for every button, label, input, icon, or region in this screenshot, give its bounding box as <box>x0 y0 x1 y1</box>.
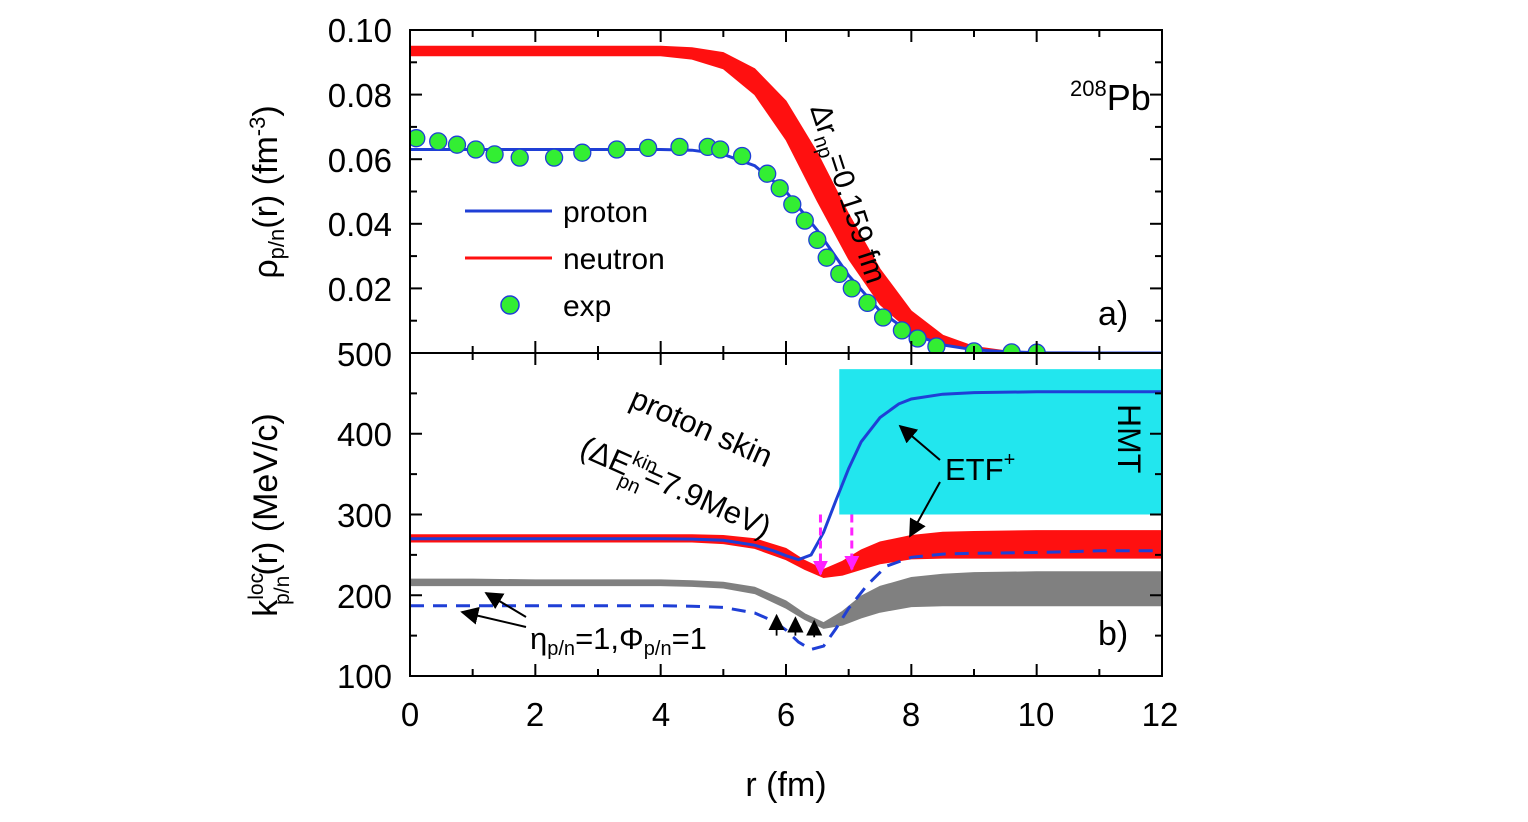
nucleus-symbol: Pb <box>1107 77 1151 118</box>
eta-symbol: η <box>530 621 547 656</box>
phi-sub: p/n <box>644 638 672 660</box>
xtick-label: 4 <box>652 696 670 733</box>
legend-neutron-label: neutron <box>563 243 665 276</box>
exp-data-point <box>510 148 529 167</box>
neutron-density-band <box>410 45 1162 353</box>
etf-sup: + <box>1004 449 1016 471</box>
panel-b-ytick-label: 400 <box>337 416 392 453</box>
hmt-label: HMT <box>1111 404 1147 473</box>
panel-b-plot-area <box>410 369 1162 652</box>
exp-data-point <box>447 135 467 154</box>
exp-data-point <box>466 140 485 159</box>
xtick-label: 8 <box>902 696 920 733</box>
panel-b-ticks <box>409 352 1163 677</box>
ylabel-rho-mid: (r) (fm <box>247 136 285 229</box>
exp-data-point <box>711 140 730 159</box>
panel-b-ytick-label: 300 <box>337 497 392 534</box>
eta-value: =1, <box>575 621 619 656</box>
exp-data-point <box>873 308 893 327</box>
ylabel-rho-sub: p/n <box>264 229 289 260</box>
exp-data-point <box>410 129 426 148</box>
ylabel-rho-sup: -3 <box>245 117 270 137</box>
exp-data-point <box>573 143 592 162</box>
unit-params-arrow-dashed <box>460 606 527 628</box>
panel-a-ylabel: ρp/n(r) (fm-3) <box>245 105 289 278</box>
xtick-label: 0 <box>401 696 419 733</box>
xtick-label: 2 <box>526 696 544 733</box>
panel-b-ytick-label: 200 <box>337 578 392 615</box>
ylabel-k-sup: loc <box>245 573 268 600</box>
exp-data-point <box>795 211 814 230</box>
legend-proton-label: proton <box>563 196 648 229</box>
panel-a-plot-area <box>410 45 1162 353</box>
ylabel-rho-end: ) <box>247 105 285 116</box>
panel-a-label: a) <box>1098 295 1128 333</box>
skin-energy-value: =7.9MeV) <box>639 458 777 545</box>
exp-data-point <box>429 132 448 151</box>
exp-data-point <box>908 329 927 348</box>
red-neutron-band <box>410 530 1162 579</box>
etf-arrow-proton <box>898 424 941 461</box>
exp-data-point <box>607 140 626 159</box>
panel-a-ytick-label: 500 <box>337 336 392 373</box>
exp-data-point <box>638 138 658 158</box>
etf-label: ETF+ <box>945 449 1015 487</box>
xtick-label: 10 <box>1018 696 1055 733</box>
panel-b-label: b) <box>1098 615 1128 653</box>
phi-value: =1 <box>672 621 707 656</box>
exp-data-point <box>892 321 912 340</box>
panel-a-ytick-label: 0.10 <box>328 12 392 49</box>
panel-a-ytick-label: 0.08 <box>328 77 392 114</box>
nucleus-label: 208Pb <box>1070 76 1151 118</box>
delta-r-symbol: Δr <box>803 100 844 139</box>
unit-params-arrow-gray <box>484 592 527 618</box>
exp-data-point <box>927 337 946 353</box>
ylabel-k: k <box>247 599 285 617</box>
ylabel-rho: ρ <box>247 259 285 278</box>
ylabel-k-sub: p/n <box>271 576 294 605</box>
exp-data-point <box>858 293 877 313</box>
xtick-label: 6 <box>777 696 795 733</box>
exp-data-point <box>842 279 861 298</box>
proton-density-line <box>410 148 1162 353</box>
gray-neutron-band <box>410 571 1162 629</box>
exp-data-point <box>808 230 827 250</box>
exp-data-point <box>732 146 752 166</box>
exp-data-point <box>770 179 789 198</box>
ylabel-k-end: (r) (MeV/c) <box>247 413 285 575</box>
legend-exp-label: exp <box>563 290 611 323</box>
exp-data-point <box>670 137 689 157</box>
etf-base: ETF <box>945 452 1004 487</box>
eta-sub: p/n <box>547 638 575 660</box>
exp-data-point <box>783 195 802 214</box>
panel-b: 400 300 200 100 0 2 4 6 8 10 12 r (fm) k… <box>245 352 1179 804</box>
exp-data-point <box>758 164 777 183</box>
panel-a-ytick-label: 0.04 <box>328 206 392 243</box>
xtick-label: 12 <box>1142 696 1179 733</box>
legend-exp-marker <box>500 295 520 315</box>
nucleus-mass-number: 208 <box>1070 76 1107 101</box>
proton-etf-line <box>410 390 1162 562</box>
exp-data-point <box>830 264 849 284</box>
exp-data-point <box>485 145 504 164</box>
panel-a-ytick-label: 0.06 <box>328 142 392 179</box>
panel-b-ytick-label: 100 <box>337 658 392 695</box>
panel-a: 0.10 0.08 0.06 0.04 0.02 500 ρp/n(r) (fm… <box>245 12 1163 373</box>
exp-data-point <box>817 248 836 267</box>
unit-params-label: ηp/n=1,Φp/n=1 <box>530 621 707 660</box>
x-axis-title: r (fm) <box>745 766 826 804</box>
panel-a-legend: proton neutron exp <box>465 196 665 323</box>
etf-arrow-neutron <box>909 481 941 538</box>
panel-a-ytick-label: 0.02 <box>328 271 392 308</box>
panel-b-ylabel: kloc p/n(r) (MeV/c) <box>245 413 294 616</box>
phi-symbol: Φ <box>619 621 644 656</box>
exp-data-point <box>544 148 564 167</box>
